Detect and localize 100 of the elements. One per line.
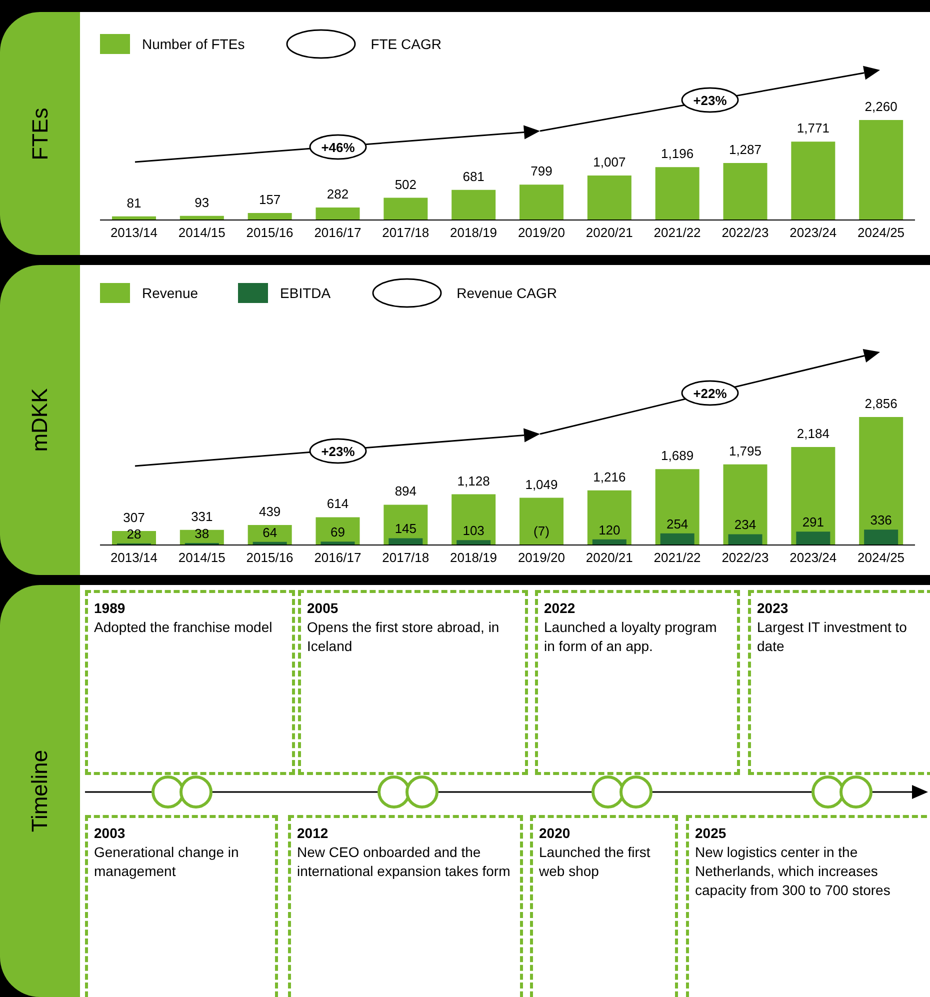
data-label: 157 (258, 192, 281, 208)
bar (660, 533, 694, 545)
text: 2020 (539, 824, 572, 843)
bar (452, 494, 496, 545)
x-tick-label: 2016/17 (314, 550, 362, 566)
x-tick-label: 2021/22 (654, 550, 701, 566)
data-label: 282 (326, 186, 349, 202)
data-label: 336 (870, 512, 892, 528)
bar (592, 539, 626, 545)
x-tick-label: 2017/18 (382, 225, 430, 240)
x-tick-label: 2022/23 (722, 225, 769, 240)
data-label: 103 (462, 523, 484, 538)
data-label: 1,128 (457, 473, 490, 488)
data-label: 93 (194, 194, 210, 210)
x-tick-label: 2017/18 (382, 550, 430, 566)
y-axis-title: mDKK (27, 388, 53, 452)
data-label: 1,196 (661, 146, 694, 162)
bar (520, 498, 564, 545)
bar (587, 490, 632, 545)
bar (723, 163, 768, 220)
data-label: 28 (126, 526, 142, 542)
annotation: +46% (321, 140, 356, 155)
bar (316, 208, 360, 220)
text: 2003 (94, 824, 126, 843)
x-tick-label: 2022/23 (722, 550, 769, 566)
text: 2005 (307, 599, 340, 618)
data-label: 2,856 (864, 396, 898, 411)
data-label: 1,049 (525, 476, 558, 492)
bar (248, 213, 292, 220)
data-label: 38 (194, 526, 210, 541)
x-tick-label: 2019/20 (518, 225, 565, 240)
text: 1989 (94, 599, 126, 618)
text: +22% (693, 386, 728, 401)
bar (723, 464, 768, 545)
data-label: 81 (126, 195, 142, 210)
data-label: 307 (123, 510, 145, 525)
data-label: 1,007 (593, 154, 626, 170)
data-label: 2,184 (796, 426, 830, 442)
data-label: 614 (326, 496, 349, 512)
text: Adopted the franchise model (94, 618, 274, 637)
data-label: 1,689 (661, 448, 694, 464)
x-tick-label: 2019/20 (518, 550, 565, 566)
bar (791, 142, 836, 220)
bar (520, 184, 564, 220)
x-tick-label: 2013/14 (110, 550, 158, 566)
bar (728, 534, 762, 545)
data-label: 331 (191, 508, 213, 524)
data-label: 799 (530, 164, 552, 179)
text: 2023 (757, 599, 790, 618)
data-label: (7) (534, 524, 550, 539)
text: New logistics center in the Netherlands, which increases capacity from 300 to 700 stores (695, 843, 892, 900)
x-tick-label: 2020/21 (586, 225, 633, 240)
annotation: +23% (321, 444, 356, 459)
text: Revenue CAGR (456, 285, 558, 301)
x-tick-label: 2023/24 (790, 225, 837, 240)
text: +23% (693, 93, 728, 108)
data-label: 120 (598, 522, 620, 538)
x-tick-label: 2023/24 (790, 550, 837, 566)
x-tick-label: 2013/14 (110, 225, 158, 240)
x-tick-label: 2024/25 (858, 550, 905, 566)
text: New CEO onboarded and the international expansion takes form (297, 843, 512, 881)
bar (791, 447, 836, 545)
bar (796, 532, 830, 545)
data-label: 1,287 (728, 142, 762, 158)
x-tick-label: 2016/17 (314, 225, 362, 240)
text: 2022 (544, 599, 576, 618)
data-label: 254 (666, 516, 688, 532)
text: 2025 (695, 824, 728, 843)
bar (859, 417, 904, 545)
y-axis-title: FTEs (27, 107, 53, 160)
bar (587, 175, 632, 220)
bar (452, 190, 496, 220)
data-label: 894 (394, 484, 417, 499)
bar (655, 167, 700, 220)
text: Timeline (27, 750, 53, 832)
data-label: 502 (394, 176, 417, 192)
legend-label: Number of FTEs (142, 36, 245, 52)
text: Largest IT investment to date (757, 618, 908, 656)
x-tick-label: 2014/15 (178, 550, 226, 566)
bar (864, 530, 898, 545)
x-tick-label: 2020/21 (586, 550, 633, 566)
x-tick-label: 2021/22 (654, 225, 701, 240)
data-label: 1,795 (728, 443, 762, 458)
bar (388, 538, 423, 545)
data-label: 1,216 (593, 469, 626, 484)
x-tick-label: 2015/16 (246, 550, 294, 566)
x-tick-label: 2024/25 (858, 225, 905, 240)
bar (320, 542, 355, 545)
text: FTE CAGR (370, 36, 442, 52)
data-label: 64 (262, 524, 278, 540)
data-label: 1,771 (796, 120, 830, 136)
data-label: 291 (802, 514, 824, 530)
data-label: 439 (258, 504, 281, 520)
x-tick-label: 2015/16 (246, 225, 294, 240)
data-label: 145 (394, 521, 417, 536)
bar (384, 198, 428, 220)
legend-label: EBITDA (280, 285, 331, 301)
data-label: 681 (462, 168, 484, 184)
bar (456, 540, 491, 545)
x-tick-label: 2018/19 (450, 550, 498, 566)
